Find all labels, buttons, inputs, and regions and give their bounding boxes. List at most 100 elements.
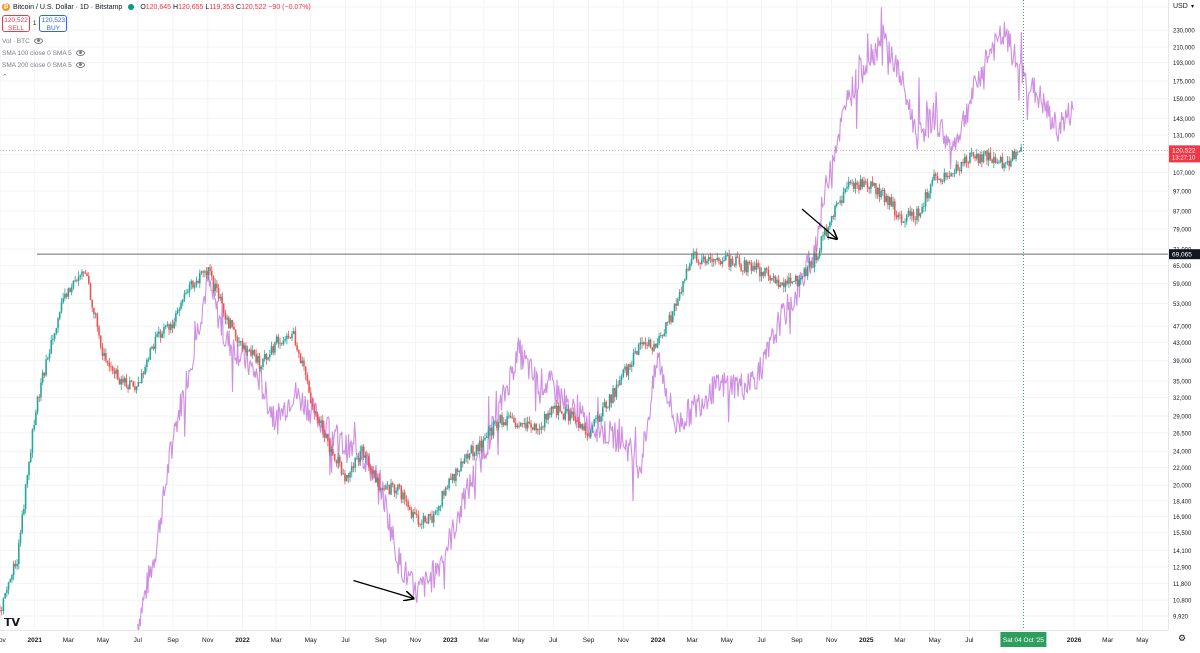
candle-body	[719, 261, 722, 265]
candle-body	[239, 341, 242, 342]
candle-body	[714, 259, 717, 261]
buy-button[interactable]: 120,523 BUY	[39, 15, 68, 32]
chevron-down-icon[interactable]: ▾	[1191, 4, 1195, 10]
candle-body	[279, 343, 281, 345]
last-price-badge	[1169, 145, 1200, 163]
candle-body	[820, 236, 823, 251]
symbol-title[interactable]: Bitcoin / U.S. Dollar · 1D · Bitstamp	[13, 3, 123, 11]
candle-body	[931, 179, 934, 185]
candle-body	[270, 346, 273, 355]
candle-body	[813, 253, 816, 268]
candle-body	[169, 324, 172, 330]
candle-body	[362, 446, 365, 458]
candle-body	[789, 277, 792, 284]
candle-body	[352, 466, 355, 468]
indicator-sma-100[interactable]: SMA 100 close 0 SMA 5	[2, 47, 311, 59]
candle-body	[781, 282, 783, 286]
candle-body	[103, 352, 105, 356]
candle-body	[7, 582, 10, 590]
candle-body	[511, 417, 514, 419]
indicator-volume[interactable]: Vol · BTC	[2, 35, 311, 47]
candle-body	[514, 422, 517, 428]
candle-body	[226, 317, 228, 320]
price-axis[interactable]: 9,920 10,800 11,800 12,900 14,100 15,500 16,90…	[1168, 0, 1200, 630]
candle-body	[965, 156, 968, 163]
candle-body	[1020, 147, 1022, 152]
candle-body	[48, 353, 51, 359]
candle-body	[858, 184, 860, 190]
candle-body	[736, 256, 739, 258]
candle-body	[286, 335, 288, 340]
candle-body	[376, 477, 379, 483]
candle-body	[1004, 162, 1007, 164]
eye-icon[interactable]	[75, 62, 85, 68]
candle-body	[904, 221, 906, 223]
eye-icon[interactable]	[33, 38, 43, 44]
candle-body	[588, 435, 590, 437]
candle-body	[870, 181, 872, 189]
candle-body	[497, 423, 500, 429]
candle-body	[487, 430, 490, 437]
candle-body	[509, 415, 512, 418]
candle-body	[93, 307, 95, 315]
candle-body	[260, 366, 263, 369]
tradingview-logo-icon[interactable]: 𝗧𝗩	[4, 617, 21, 629]
candle-body	[552, 406, 555, 409]
candle-body	[887, 196, 889, 205]
candle-body	[296, 345, 298, 351]
collapse-legend-icon[interactable]: ⌃	[2, 74, 8, 81]
price-tick-label: 20,000	[1173, 484, 1192, 490]
candle-body	[661, 335, 664, 337]
time-tick-label: May	[305, 637, 318, 644]
time-axis[interactable]: Nov 2021 Mar May Jul Sep Nov 2022 Mar May Jul Sep No…	[0, 630, 1168, 648]
ohlc-open-label: O	[140, 3, 146, 11]
candle-body	[767, 269, 770, 276]
candle-body	[87, 275, 90, 284]
candle-body	[492, 422, 495, 436]
candle-body	[651, 347, 654, 351]
candle-body	[890, 197, 893, 207]
candle-body	[726, 255, 729, 256]
candle-body	[520, 423, 522, 427]
currency-label[interactable]: USD	[1173, 3, 1188, 10]
candle-body	[851, 182, 853, 184]
sell-button[interactable]: 120,522 SELL	[2, 15, 30, 32]
candle-body	[426, 521, 428, 524]
candle-body	[439, 505, 442, 507]
candle-body	[1008, 160, 1010, 167]
candle-body	[340, 462, 343, 475]
candle-body	[738, 257, 741, 265]
candle-body	[866, 182, 869, 188]
candle-body	[301, 360, 304, 364]
price-tick-label: 175,000	[1173, 79, 1195, 85]
candle-body	[945, 172, 947, 178]
price-scale: 9,920 10,800 11,800 12,900 14,100 15,500 16,90…	[1169, 28, 1200, 620]
candle-body	[144, 367, 146, 375]
settings-icon[interactable]: ⚙	[1178, 633, 1187, 643]
candle-body	[489, 427, 491, 431]
candle-body	[993, 157, 995, 163]
price-chart[interactable]	[0, 0, 1168, 630]
candle-body	[41, 372, 44, 383]
ohlc-high-label: H	[173, 3, 179, 11]
indicator-sma-200[interactable]: SMA 200 close 0 SMA 5	[2, 59, 311, 71]
eye-icon[interactable]	[75, 50, 85, 56]
candle-body	[33, 424, 35, 430]
candle-body	[788, 277, 790, 284]
candle-body	[43, 372, 46, 376]
candle-body	[687, 268, 689, 270]
candle-body	[299, 353, 302, 364]
candle-body	[530, 423, 532, 428]
bitcoin-icon: ₿	[2, 3, 10, 11]
candle-body	[916, 208, 918, 221]
candle-body	[673, 303, 676, 312]
candle-body	[665, 322, 667, 334]
candle-body	[962, 161, 964, 164]
candle-body	[835, 202, 838, 206]
level-badge	[1169, 249, 1200, 260]
chart-pane[interactable]	[0, 0, 1168, 630]
candle-body	[369, 467, 372, 471]
candle-body	[152, 346, 155, 349]
candle-body	[140, 373, 143, 383]
candle-body	[397, 484, 399, 491]
